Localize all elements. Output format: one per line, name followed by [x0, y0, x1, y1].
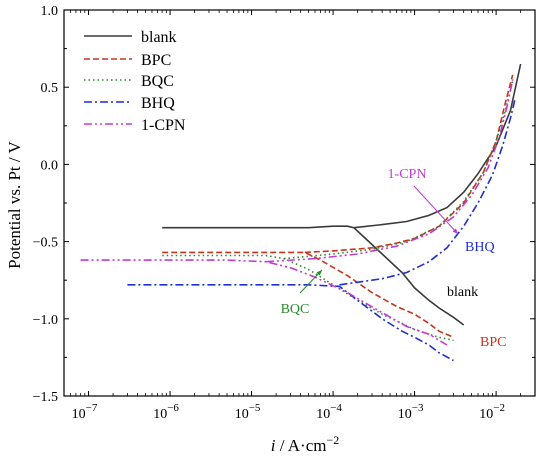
legend-label-blank: blank	[141, 29, 177, 46]
annotations: 1-CPN BHQ blank BQC BPC	[281, 167, 507, 350]
series-line-bqc	[283, 80, 514, 260]
annotation-arrowhead	[452, 228, 458, 234]
legend-label-1-cpn: 1-CPN	[141, 117, 186, 134]
annotation-pointer-1-cpn	[413, 185, 459, 235]
x-axis-title-sup: −2	[326, 433, 339, 447]
series-layer	[80, 63, 522, 362]
y-tick-label: 1.0	[41, 4, 59, 19]
annotation-blank: blank	[447, 285, 478, 300]
series-line-bqc	[162, 254, 454, 342]
x-tick-label: 10−3	[398, 402, 424, 422]
legend: blank BPC BQC BHQ 1-CPN	[84, 29, 186, 134]
annotation-1-cpn: 1-CPN	[388, 167, 427, 182]
y-tick-label: −0.5	[33, 236, 58, 251]
series-line-blank	[162, 225, 465, 326]
annotation-arrowhead	[316, 270, 322, 276]
series-line-blank	[353, 63, 522, 229]
ticks-layer: −1.5 −1.0 −0.5 0.0 0.5 1.0 10−7 10−6 10−5 10−4 10−…	[33, 4, 536, 422]
x-tick-label: 10−6	[153, 402, 179, 422]
annotation-bqc: BQC	[281, 302, 310, 317]
series-line-bhq	[127, 284, 454, 362]
x-tick-label: 10−4	[316, 402, 342, 422]
series-line-bhq	[339, 99, 516, 286]
legend-label-bhq: BHQ	[141, 95, 175, 112]
series-line-bpc	[162, 251, 454, 339]
series-line-1-cpn	[80, 259, 448, 346]
x-axis-title-italic: i	[271, 436, 276, 455]
annotation-bhq: BHQ	[465, 240, 495, 255]
y-tick-label: 0.0	[41, 158, 59, 173]
y-tick-label: −1.5	[33, 390, 58, 405]
legend-label-bqc: BQC	[141, 73, 174, 90]
x-tick-label: 10−2	[479, 402, 505, 422]
x-tick-label: 10−5	[235, 402, 261, 422]
x-axis-title: i / A·cm−2	[271, 433, 340, 455]
y-axis-title: Potential vs. Pt / V	[5, 140, 24, 268]
annotation-bpc: BPC	[480, 335, 506, 350]
y-tick-label: −1.0	[33, 313, 58, 328]
x-axis-title-main: / A·cm	[275, 436, 326, 455]
series-line-1-cpn	[265, 79, 514, 263]
y-tick-label: 0.5	[41, 81, 59, 96]
x-tick-label: 10−7	[72, 402, 98, 422]
legend-label-bpc: BPC	[141, 52, 171, 69]
